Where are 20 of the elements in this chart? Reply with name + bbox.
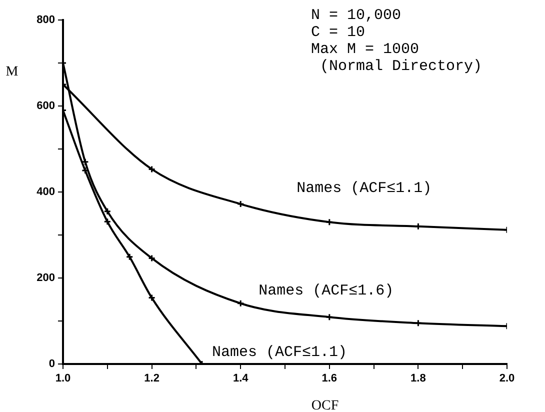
x-tick-label: 1.8 [410, 372, 426, 385]
y-tick-label: 0 [48, 358, 55, 370]
series-label: Names (ACF≤1.6) [258, 282, 394, 300]
x-tick-label: 1.4 [232, 372, 250, 385]
series-label: Names (ACF≤1.1) [212, 344, 348, 361]
x-axis-title: OCF [311, 398, 339, 412]
x-tick-label: 1.0 [55, 372, 71, 385]
y-tick-label: 800 [36, 14, 55, 26]
x-tick-label: 1.6 [322, 372, 338, 385]
x-tick-label: 2.0 [499, 372, 515, 385]
annotation: (Normal Directory) [311, 58, 482, 75]
y-tick-label: 600 [36, 100, 55, 112]
y-tick-label: 200 [36, 272, 55, 284]
x-tick-label: 1.2 [144, 372, 160, 385]
y-axis-title: M [6, 64, 19, 80]
annotation: N = 10,000 [311, 6, 402, 24]
annotation: C = 10 [311, 24, 366, 41]
annotation: Max M = 1000 [311, 40, 420, 58]
y-tick-label: 400 [36, 186, 55, 198]
series-label: Names (ACF≤1.1) [296, 180, 432, 198]
